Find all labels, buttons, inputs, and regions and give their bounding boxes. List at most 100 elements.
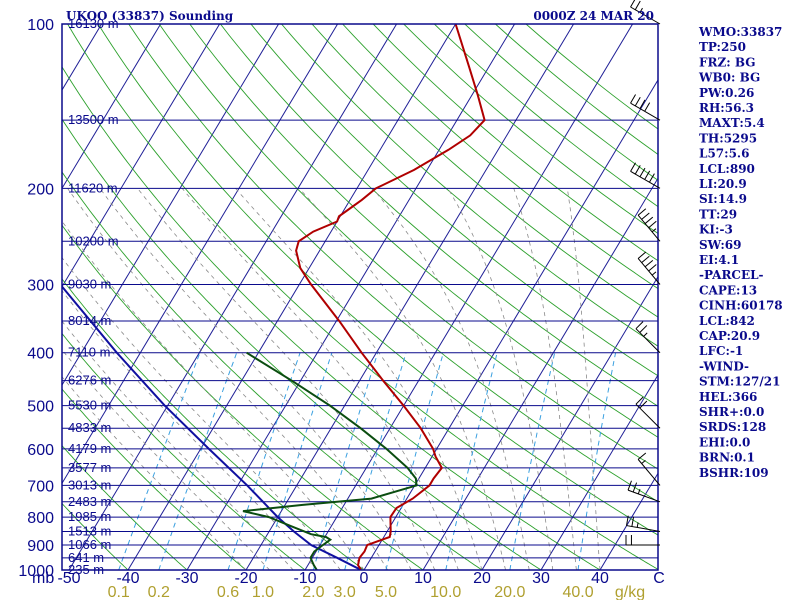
- wind-barb: [630, 0, 661, 25]
- moist-adiabat-line: [299, 188, 506, 570]
- wind-barb-flag: [630, 162, 636, 172]
- height-level-label: 13500 m: [68, 112, 119, 127]
- pressure-tick-label: 600: [27, 442, 54, 459]
- temperature-tick-label: 20: [473, 570, 491, 587]
- pressure-tick-label: 900: [27, 538, 54, 555]
- index-entry: L57:5.6: [699, 147, 749, 161]
- mixing-ratio-label: 10.0: [430, 584, 461, 600]
- wind-barb-flag: [634, 0, 641, 10]
- isotherm-line: [62, 24, 339, 485]
- temperature-tick-label: 30: [532, 570, 550, 587]
- wind-barb-half-flag: [643, 332, 648, 337]
- parcel-trace: [62, 284, 362, 570]
- wind-barb: [627, 480, 661, 503]
- index-entry: TH:5295: [699, 131, 757, 145]
- index-entry: -WIND-: [699, 359, 749, 373]
- wind-barb-shaft: [637, 459, 661, 486]
- index-entry: KI:-3: [699, 223, 733, 237]
- isotherm-line: [481, 275, 658, 570]
- wind-barb: [637, 452, 661, 486]
- height-level-label: 4833 m: [68, 420, 111, 435]
- mixing-ratio-label: 2.0: [302, 584, 324, 600]
- height-level-label: 8014 m: [68, 313, 111, 328]
- wind-barb: [625, 535, 660, 546]
- index-entry: PW:0.26: [699, 86, 754, 100]
- index-entry: MAXT:5.4: [699, 116, 765, 130]
- moist-adiabat-line: [181, 188, 459, 570]
- mixing-ratio-label: 0.6: [217, 584, 239, 600]
- wind-barb-half-flag: [641, 459, 646, 464]
- isotherm-line: [62, 24, 221, 288]
- pressure-tick-label: 700: [27, 478, 54, 495]
- wind-barb: [635, 396, 661, 429]
- isotherm-line: [127, 24, 457, 570]
- wind-barb: [626, 515, 661, 532]
- pressure-tick-label: 200: [27, 181, 54, 198]
- pressure-tick-label: 400: [27, 346, 54, 363]
- wind-barb-flag: [634, 165, 641, 175]
- station-title: UKOO (33837) Sounding: [66, 9, 234, 23]
- moist-adiabat-line: [62, 290, 318, 570]
- isotherm-line: [422, 177, 658, 570]
- mixing-ratio-label: 5.0: [375, 584, 397, 600]
- pressure-tick-label: 300: [27, 278, 54, 295]
- height-level-label: 235 m: [68, 562, 104, 577]
- height-level-label: 16130 m: [68, 16, 119, 31]
- wind-barb-flag: [635, 396, 644, 405]
- height-level-label: 11620 m: [68, 180, 118, 195]
- wind-barb-flag: [639, 325, 648, 333]
- wind-barb: [637, 208, 661, 242]
- wind-barb-flag: [644, 102, 651, 112]
- index-entry: FRZ: BG: [699, 55, 755, 69]
- mixing-ratio-unit-label: g/kg: [615, 584, 645, 600]
- wind-barb-half-flag: [651, 228, 657, 233]
- index-entry: EHI:0.0: [699, 435, 750, 449]
- height-level-label: 4179 m: [68, 441, 111, 456]
- height-level-label: 1985 m: [68, 509, 111, 524]
- wind-barb-flag: [644, 259, 654, 268]
- index-entry: LCL:842: [699, 314, 755, 328]
- height-level-label: 9030 m: [68, 277, 111, 292]
- index-entry: SHR+:0.0: [699, 405, 764, 419]
- wind-barb-shaft: [637, 214, 661, 242]
- wind-barb-flag: [644, 170, 651, 180]
- index-entry: CAP:20.9: [699, 329, 760, 343]
- pressure-tick-label: 1000: [18, 563, 54, 580]
- moist-adiabat-line: [62, 220, 365, 570]
- wind-barb-flag: [644, 216, 654, 224]
- height-level-label: 2483 m: [68, 494, 111, 509]
- wind-barb-flag: [639, 99, 646, 109]
- height-level-label: 10200 m: [68, 233, 119, 248]
- index-entry: WMO:33837: [698, 25, 782, 39]
- wind-barb-shaft: [635, 403, 661, 429]
- mixing-ratio-label: 20.0: [494, 584, 525, 600]
- isotherm-line: [62, 24, 280, 386]
- trace-layer: [62, 24, 486, 570]
- wind-barb-flag: [648, 220, 657, 229]
- height-level-label: 6276 m: [68, 373, 111, 388]
- wind-barb-flag: [630, 0, 636, 8]
- wind-barb-flag: [635, 321, 644, 330]
- pressure-tick-label: 500: [27, 399, 54, 416]
- height-level-label: 3013 m: [68, 477, 111, 492]
- index-entry: HEL:366: [699, 390, 757, 404]
- wind-barb-flag: [639, 167, 646, 178]
- wind-barbs: [625, 0, 661, 546]
- wind-barb-flag: [637, 251, 647, 259]
- sounding-time: 0000Z 24 MAR 20: [533, 9, 654, 23]
- wind-barb-half-flag: [639, 7, 643, 13]
- height-level-label: 5530 m: [68, 398, 111, 413]
- temperature-tick-label: 0: [360, 570, 369, 587]
- index-entry: BSHR:109: [699, 466, 769, 480]
- index-entry: LFC:-1: [699, 344, 743, 358]
- height-level-label: 641 m: [68, 550, 104, 565]
- wind-barb: [635, 321, 661, 354]
- index-entry: WB0: BG: [698, 71, 760, 85]
- grid-layer: [62, 24, 658, 570]
- wind-barb: [637, 251, 661, 285]
- wind-barb-flag: [637, 452, 647, 460]
- mixing-ratio-label: 40.0: [562, 584, 593, 600]
